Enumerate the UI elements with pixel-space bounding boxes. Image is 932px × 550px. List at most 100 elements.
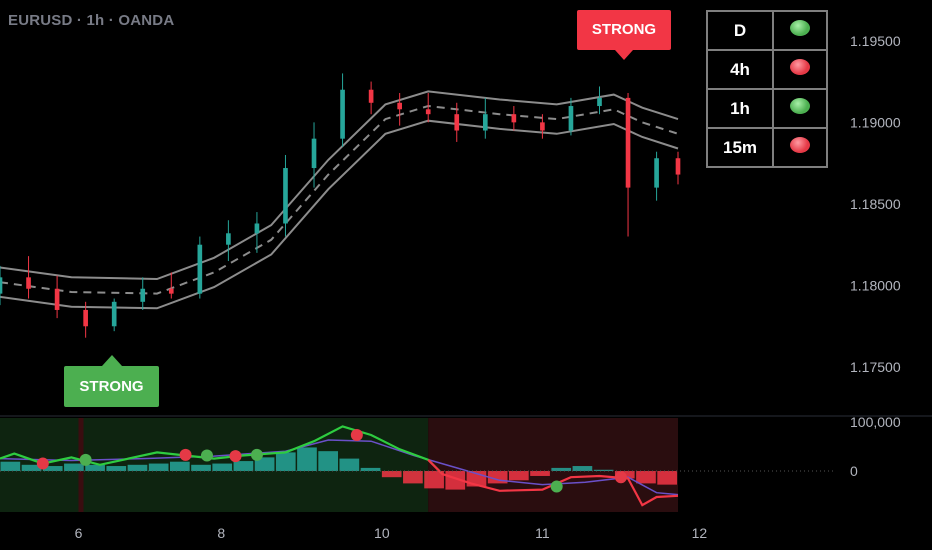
candle-body [625, 97, 631, 188]
time-tick-label: 8 [217, 525, 225, 541]
candle-body [454, 114, 460, 131]
price-axis[interactable]: 1.19500 1.19000 1.18500 1.18000 1.17500 100,0… [0, 33, 901, 479]
candle-body [197, 244, 203, 294]
price-tick-label: 1.18000 [850, 277, 901, 293]
trend-row: 15m [706, 127, 828, 168]
histogram-bar [254, 457, 275, 471]
candle-body [340, 89, 345, 139]
candle-body [568, 106, 574, 131]
candle-body [26, 277, 31, 289]
candle-body [482, 114, 488, 131]
trend-row: D [706, 10, 828, 51]
oscillator-pane [0, 425, 679, 507]
histogram-bar [148, 463, 169, 471]
strong-bull-badge: STRONG [64, 366, 159, 407]
histogram-bar [636, 471, 656, 484]
cross-dot-bear [614, 471, 627, 484]
candle-body [654, 158, 659, 188]
oscillator-fast-line [0, 425, 444, 475]
separator: · [76, 12, 83, 29]
price-tick-label: 1.17500 [850, 359, 901, 375]
separator: · [108, 12, 114, 29]
price-tick-label: 1.18500 [850, 196, 901, 212]
histogram-bar [275, 452, 296, 471]
badge-pointer-up [102, 355, 122, 366]
oscillator-tick-label: 0 [850, 463, 858, 479]
histogram-bar [551, 467, 572, 471]
cross-dot-bear [36, 457, 49, 470]
cross-dot-bull [79, 453, 92, 466]
badge-label: STRONG [591, 21, 657, 38]
trend-dot-icon [790, 59, 810, 75]
candle-body [311, 138, 317, 169]
upper-band [0, 90, 679, 281]
cross-dot-bull [550, 480, 563, 493]
cross-dot-bull [250, 448, 263, 461]
candle-body [368, 89, 374, 103]
histogram-bar [424, 471, 444, 489]
price-tick-label: 1.19500 [850, 33, 901, 49]
trend-dot-icon [790, 137, 810, 153]
histogram-bar [212, 463, 233, 471]
histogram-bar [85, 464, 105, 471]
histogram-bar [191, 464, 211, 471]
histogram-bar [572, 466, 593, 471]
histogram-bar [64, 463, 84, 471]
cross-dot-bear [229, 450, 242, 463]
lower-band [0, 119, 679, 310]
histogram-bar [530, 471, 550, 476]
trend-row: 1h [706, 88, 828, 129]
candle-body [675, 158, 681, 175]
trend-dot-icon [790, 20, 810, 36]
candle-body [140, 288, 146, 302]
histogram-bar [21, 464, 42, 471]
histogram-bar [360, 467, 381, 471]
oscillator-region-bear [428, 418, 678, 512]
timeframe-label: 1h [706, 88, 774, 129]
symbol-header: EURUSD · 1h · OANDA [8, 12, 174, 29]
source-label: OANDA [118, 12, 175, 29]
candle-body [425, 109, 431, 115]
histogram-bar [297, 447, 317, 471]
trend-dot-icon [790, 98, 810, 114]
candle-body [226, 233, 231, 245]
candle-body [54, 288, 60, 310]
trend-row: 4h [706, 49, 828, 90]
badge-label: STRONG [79, 378, 144, 395]
histogram-bar [509, 471, 529, 481]
histogram-bar [42, 466, 63, 471]
timeframe-label: D [706, 10, 774, 51]
candle-body [168, 288, 174, 294]
histogram-bar [0, 461, 21, 471]
oscillator-tick-label: 100,000 [850, 414, 901, 430]
candles [0, 73, 681, 338]
histogram-bar [593, 469, 614, 471]
histogram-bar [106, 466, 127, 471]
histogram-bar [170, 461, 190, 471]
center-band [0, 104, 679, 295]
symbol-name: EURUSD [8, 12, 73, 29]
candle-body [283, 168, 288, 224]
cross-dot-bear [350, 429, 363, 442]
candle-body [540, 122, 545, 131]
trend-table: D 4h 1h 15m [706, 10, 828, 168]
cross-dot-bull [200, 449, 213, 462]
trend-bands [0, 90, 679, 310]
histogram-bar [657, 471, 677, 485]
histogram-bar [381, 471, 402, 478]
time-tick-label: 12 [692, 525, 708, 541]
candle-body [0, 277, 3, 294]
histogram-bar [403, 471, 423, 484]
histogram-bar [233, 461, 254, 471]
badge-pointer-down [615, 50, 633, 60]
timeframe-label: 4h [706, 49, 774, 90]
candle-body [597, 97, 602, 107]
time-axis[interactable]: 6 8 10 11 12 [75, 525, 708, 541]
histogram-bar [318, 451, 338, 471]
histogram-bar [339, 458, 360, 471]
histogram-bar [127, 464, 148, 471]
time-tick-label: 6 [75, 525, 83, 541]
price-tick-label: 1.19000 [850, 114, 901, 130]
candle-body [254, 223, 260, 234]
